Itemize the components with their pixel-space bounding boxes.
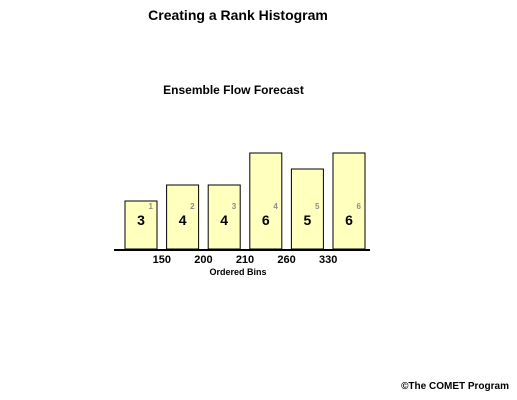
histogram-bar <box>332 152 366 250</box>
copyright-notice: ©The COMET Program <box>401 381 509 392</box>
bar-rank-label: 2 <box>190 202 195 211</box>
bin-edge-label: 200 <box>194 254 212 266</box>
histogram-bar <box>249 152 283 250</box>
histogram-bar <box>166 184 200 250</box>
histogram-bar <box>124 200 158 250</box>
bar-rank-label: 6 <box>357 202 362 211</box>
bar-rank-label: 3 <box>232 202 237 211</box>
bar-value-label: 4 <box>220 212 228 228</box>
bin-edge-label: 210 <box>236 254 254 266</box>
bar-rank-label: 1 <box>149 202 154 211</box>
bin-edge-label: 150 <box>153 254 171 266</box>
bar-rank-label: 4 <box>273 202 278 211</box>
bar-value-label: 6 <box>262 212 270 228</box>
bar-value-label: 3 <box>137 212 145 228</box>
bar-rank-label: 5 <box>315 202 320 211</box>
bin-edge-label: 260 <box>277 254 295 266</box>
bar-value-label: 6 <box>345 212 353 228</box>
x-axis-label: Ordered Bins <box>209 267 266 277</box>
histogram-bar <box>207 184 241 250</box>
page-title: Creating a Rank Histogram <box>148 7 328 23</box>
chart-title: Ensemble Flow Forecast <box>163 83 304 97</box>
bin-edge-label: 330 <box>319 254 337 266</box>
histogram-bar <box>290 168 324 250</box>
bar-value-label: 5 <box>304 212 312 228</box>
bar-value-label: 4 <box>179 212 187 228</box>
